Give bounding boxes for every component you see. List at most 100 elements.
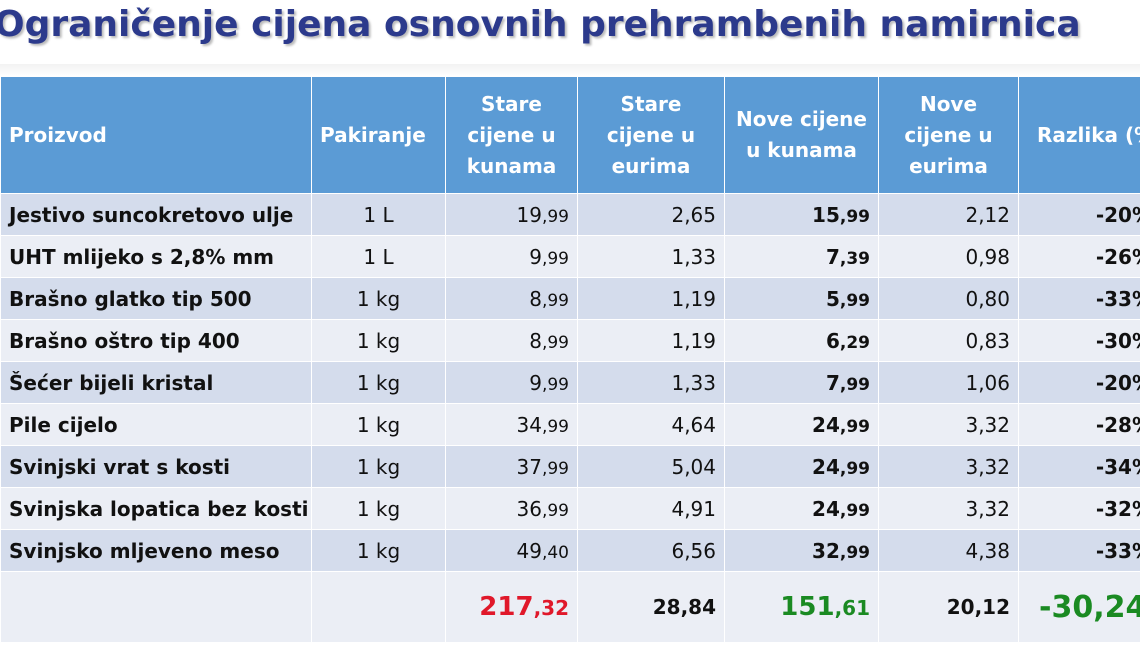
table-row: Svinjsko mljeveno meso 1 kg 49,40 6,56 32,99… — [0, 529, 1140, 572]
difference-percent: -32% — [1018, 487, 1140, 530]
new-price-kn: 7,39 — [724, 235, 879, 278]
totals-empty-cell — [0, 571, 312, 643]
title-divider — [0, 64, 1140, 76]
header-row: Proizvod Pakiranje Stare cijene u kunama… — [0, 76, 1140, 194]
old-price-kn-int: 8 — [529, 328, 542, 353]
new-price-kn-dec: ,29 — [839, 332, 870, 353]
new-price-kn: 32,99 — [724, 529, 879, 572]
old-price-kn-dec: ,99 — [541, 332, 569, 353]
new-price-kn-dec: ,39 — [839, 248, 870, 269]
old-price-kn: 8,99 — [445, 319, 578, 362]
old-price-eur: 5,04 — [577, 445, 725, 488]
difference-percent: -33% — [1018, 529, 1140, 572]
total-new-price-kn: 151,61 — [724, 571, 879, 643]
new-price-eur: 1,06 — [878, 361, 1019, 404]
new-price-kn: 24,99 — [724, 487, 879, 530]
old-price-kn-int: 9 — [529, 370, 542, 395]
difference-percent: -26% — [1018, 235, 1140, 278]
new-price-kn-int: 7 — [825, 370, 840, 395]
old-price-kn: 19,99 — [445, 193, 578, 236]
product-name: Šećer bijeli kristal — [0, 361, 312, 404]
packaging: 1 kg — [311, 487, 446, 530]
product-name: Pile cijelo — [0, 403, 312, 446]
new-price-kn-int: 24 — [812, 496, 840, 521]
product-name: Svinjska lopatica bez kosti — [0, 487, 312, 530]
new-price-kn-dec: ,99 — [839, 500, 870, 521]
product-name: UHT mlijeko s 2,8% mm — [0, 235, 312, 278]
old-price-kn-int: 19 — [516, 202, 542, 227]
price-table: Proizvod Pakiranje Stare cijene u kunama… — [0, 76, 1140, 643]
header-old-price-kn: Stare cijene u kunama — [445, 76, 578, 194]
new-price-eur: 3,32 — [878, 403, 1019, 446]
old-price-kn-int: 34 — [516, 412, 542, 437]
total-difference-value: -30,24% — [1039, 589, 1140, 625]
new-price-kn-dec: ,99 — [839, 416, 870, 437]
table-row: Jestivo suncokretovo ulje 1 L 19,99 2,65 15,… — [0, 193, 1140, 236]
old-price-kn-dec: ,40 — [541, 542, 569, 563]
product-name: Brašno glatko tip 500 — [0, 277, 312, 320]
new-price-kn-int: 6 — [825, 328, 840, 353]
total-old-kn-dec: ,32 — [533, 596, 569, 620]
product-name: Svinjsko mljeveno meso — [0, 529, 312, 572]
packaging: 1 kg — [311, 319, 446, 362]
new-price-kn-dec: ,99 — [839, 458, 870, 479]
totals-empty-cell — [311, 571, 446, 643]
new-price-kn: 7,99 — [724, 361, 879, 404]
old-price-eur: 4,64 — [577, 403, 725, 446]
new-price-kn-dec: ,99 — [839, 206, 870, 227]
old-price-kn: 37,99 — [445, 445, 578, 488]
old-price-kn-int: 37 — [516, 454, 542, 479]
difference-percent: -34% — [1018, 445, 1140, 488]
packaging: 1 kg — [311, 403, 446, 446]
new-price-eur: 0,98 — [878, 235, 1019, 278]
old-price-kn-dec: ,99 — [541, 500, 569, 521]
total-new-kn-dec: ,61 — [834, 596, 870, 620]
table-row: Svinjski vrat s kosti 1 kg 37,99 5,04 24,99 3… — [0, 445, 1140, 488]
new-price-eur: 3,32 — [878, 487, 1019, 530]
new-price-eur: 0,83 — [878, 319, 1019, 362]
old-price-eur: 1,33 — [577, 361, 725, 404]
header-new-price-eur: Nove cijene u eurima — [878, 76, 1019, 194]
old-price-eur: 1,19 — [577, 277, 725, 320]
packaging: 1 L — [311, 193, 446, 236]
old-price-kn-dec: ,99 — [541, 206, 569, 227]
table-row: Šećer bijeli kristal 1 kg 9,99 1,33 7,99 1,06… — [0, 361, 1140, 404]
page-title: Ograničenje cijena osnovnih prehrambenih… — [0, 4, 1081, 45]
packaging: 1 kg — [311, 361, 446, 404]
total-old-price-eur: 28,84 — [577, 571, 725, 643]
header-product: Proizvod — [0, 76, 312, 194]
old-price-kn-int: 9 — [529, 244, 542, 269]
new-price-kn-int: 32 — [812, 538, 840, 563]
header-packaging: Pakiranje — [311, 76, 446, 194]
table-row: UHT mlijeko s 2,8% mm 1 L 9,99 1,33 7,39 0,98… — [0, 235, 1140, 278]
new-price-kn: 5,99 — [724, 277, 879, 320]
old-price-kn: 36,99 — [445, 487, 578, 530]
new-price-kn-int: 24 — [812, 454, 840, 479]
old-price-kn: 9,99 — [445, 361, 578, 404]
header-old-price-eur: Stare cijene u eurima — [577, 76, 725, 194]
new-price-kn: 24,99 — [724, 403, 879, 446]
total-old-kn-int: 217 — [479, 592, 534, 622]
new-price-kn: 15,99 — [724, 193, 879, 236]
old-price-kn: 9,99 — [445, 235, 578, 278]
old-price-kn: 34,99 — [445, 403, 578, 446]
new-price-eur: 2,12 — [878, 193, 1019, 236]
difference-percent: -20% — [1018, 361, 1140, 404]
product-name: Jestivo suncokretovo ulje — [0, 193, 312, 236]
table-row: Brašno oštro tip 400 1 kg 8,99 1,19 6,29 0,83… — [0, 319, 1140, 362]
old-price-eur: 1,33 — [577, 235, 725, 278]
new-price-kn-int: 24 — [812, 412, 840, 437]
old-price-eur: 6,56 — [577, 529, 725, 572]
old-price-kn: 8,99 — [445, 277, 578, 320]
new-price-kn-int: 7 — [825, 244, 840, 269]
difference-percent: -30% — [1018, 319, 1140, 362]
table-row: Svinjska lopatica bez kosti 1 kg 36,99 4,91… — [0, 487, 1140, 530]
new-price-eur: 3,32 — [878, 445, 1019, 488]
total-new-kn-int: 151 — [780, 592, 835, 622]
product-name: Svinjski vrat s kosti — [0, 445, 312, 488]
old-price-kn-int: 49 — [516, 538, 542, 563]
new-price-kn: 24,99 — [724, 445, 879, 488]
total-old-price-kn: 217,32 — [445, 571, 578, 643]
header-difference: Razlika (% — [1018, 76, 1140, 194]
